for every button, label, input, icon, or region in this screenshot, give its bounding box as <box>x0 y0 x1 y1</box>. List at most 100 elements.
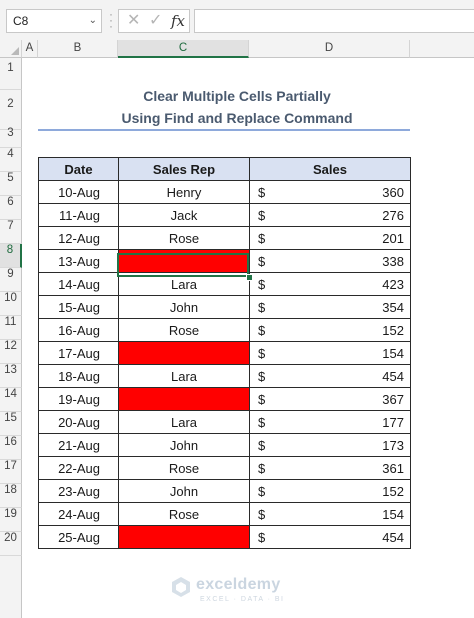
row-header-16[interactable]: 16 <box>0 436 22 460</box>
sales-cell[interactable]: $276 <box>249 203 411 227</box>
row-header-6[interactable]: 6 <box>0 196 22 220</box>
header-sales[interactable]: Sales <box>249 157 411 181</box>
sales-value: 154 <box>382 507 404 522</box>
sales-rep-cell[interactable]: Rose <box>118 226 250 250</box>
sales-value: 154 <box>382 346 404 361</box>
currency-symbol: $ <box>258 346 266 361</box>
cancel-icon[interactable]: ✕ <box>127 12 141 29</box>
sales-value: 152 <box>382 323 404 338</box>
date-cell[interactable]: 12-Aug <box>38 226 119 250</box>
sales-rep-cell[interactable]: Lara <box>118 410 250 434</box>
row-header-17[interactable]: 17 <box>0 460 22 484</box>
name-box-value: C8 <box>13 14 29 28</box>
sales-cell[interactable]: $201 <box>249 226 411 250</box>
date-cell[interactable]: 10-Aug <box>38 180 119 204</box>
enter-icon[interactable]: ✓ <box>149 12 163 29</box>
sales-value: 177 <box>382 415 404 430</box>
sales-rep-cell[interactable]: Rose <box>118 502 250 526</box>
row-header-19[interactable]: 19 <box>0 508 22 532</box>
sales-cell[interactable]: $454 <box>249 525 411 549</box>
date-cell[interactable]: 23-Aug <box>38 479 119 503</box>
cleared-sales-rep-cell[interactable] <box>118 341 250 365</box>
column-header-d[interactable]: D <box>249 40 410 58</box>
column-header-c[interactable]: C <box>118 40 249 58</box>
sales-rep-cell[interactable]: John <box>118 295 250 319</box>
table-row: 22-Aug Rose $361 <box>38 456 411 480</box>
sales-cell[interactable]: $177 <box>249 410 411 434</box>
name-box[interactable]: C8 ⌄ <box>6 9 102 33</box>
more-options-icon[interactable]: · · · <box>109 7 113 33</box>
currency-symbol: $ <box>258 185 266 200</box>
table-row: 24-Aug Rose $154 <box>38 502 411 526</box>
date-cell[interactable]: 13-Aug <box>38 249 119 273</box>
row-header-12[interactable]: 12 <box>0 340 22 364</box>
sales-rep-cell[interactable]: Lara <box>118 364 250 388</box>
currency-symbol: $ <box>258 208 266 223</box>
date-cell[interactable]: 25-Aug <box>38 525 119 549</box>
row-header-13[interactable]: 13 <box>0 364 22 388</box>
cleared-sales-rep-cell[interactable] <box>118 387 250 411</box>
row-header-14[interactable]: 14 <box>0 388 22 412</box>
chevron-down-icon[interactable]: ⌄ <box>88 15 97 26</box>
date-cell[interactable]: 22-Aug <box>38 456 119 480</box>
currency-symbol: $ <box>258 438 266 453</box>
sales-rep-cell[interactable]: John <box>118 479 250 503</box>
sales-rep-cell[interactable]: John <box>118 433 250 457</box>
table-row: 20-Aug Lara $177 <box>38 410 411 434</box>
row-header-9[interactable]: 9 <box>0 268 22 292</box>
sales-cell[interactable]: $338 <box>249 249 411 273</box>
sales-cell[interactable]: $152 <box>249 318 411 342</box>
date-cell[interactable]: 15-Aug <box>38 295 119 319</box>
sales-cell[interactable]: $367 <box>249 387 411 411</box>
column-header-b[interactable]: B <box>38 40 118 58</box>
row-header-8[interactable]: 8 <box>0 244 22 268</box>
row-header-4[interactable]: 4 <box>0 148 22 172</box>
header-sales-rep[interactable]: Sales Rep <box>118 157 250 181</box>
sales-cell[interactable]: $154 <box>249 502 411 526</box>
date-cell[interactable]: 16-Aug <box>38 318 119 342</box>
insert-function-icon[interactable]: fx <box>171 12 186 30</box>
sales-rep-cell[interactable]: Jack <box>118 203 250 227</box>
row-header-3[interactable]: 3 <box>0 127 22 148</box>
sales-cell[interactable]: $360 <box>249 180 411 204</box>
sales-rep-cell[interactable]: Rose <box>118 456 250 480</box>
row-header-5[interactable]: 5 <box>0 172 22 196</box>
sales-cell[interactable]: $454 <box>249 364 411 388</box>
row-header-10[interactable]: 10 <box>0 292 22 316</box>
sales-rep-cell[interactable]: Rose <box>118 318 250 342</box>
row-header-7[interactable]: 7 <box>0 220 22 244</box>
sales-value: 152 <box>382 484 404 499</box>
sales-cell[interactable]: $354 <box>249 295 411 319</box>
column-header-a[interactable]: A <box>22 40 38 58</box>
select-all-button[interactable] <box>0 40 22 58</box>
cleared-sales-rep-cell[interactable] <box>118 525 250 549</box>
formula-buttons: ✕ ✓ fx <box>118 9 190 33</box>
sales-value: 367 <box>382 392 404 407</box>
date-cell[interactable]: 21-Aug <box>38 433 119 457</box>
fill-handle[interactable] <box>246 274 253 281</box>
row-header-2[interactable]: 2 <box>0 90 22 130</box>
formula-input[interactable] <box>194 9 474 33</box>
sales-cell[interactable]: $361 <box>249 456 411 480</box>
row-header-18[interactable]: 18 <box>0 484 22 508</box>
sales-cell[interactable]: $423 <box>249 272 411 296</box>
date-cell[interactable]: 18-Aug <box>38 364 119 388</box>
row-header-15[interactable]: 15 <box>0 412 22 436</box>
sales-rep-cell[interactable]: Henry <box>118 180 250 204</box>
sales-cell[interactable]: $173 <box>249 433 411 457</box>
header-date[interactable]: Date <box>38 157 119 181</box>
row-header-20[interactable]: 20 <box>0 532 22 556</box>
sales-cell[interactable]: $154 <box>249 341 411 365</box>
date-cell[interactable]: 17-Aug <box>38 341 119 365</box>
row-header-11[interactable]: 11 <box>0 316 22 340</box>
sales-cell[interactable]: $152 <box>249 479 411 503</box>
date-cell[interactable]: 11-Aug <box>38 203 119 227</box>
date-cell[interactable]: 24-Aug <box>38 502 119 526</box>
row-header-1[interactable]: 1 <box>0 58 22 90</box>
date-cell[interactable]: 19-Aug <box>38 387 119 411</box>
active-cell-border <box>117 253 249 277</box>
date-cell[interactable]: 20-Aug <box>38 410 119 434</box>
sales-value: 338 <box>382 254 404 269</box>
date-cell[interactable]: 14-Aug <box>38 272 119 296</box>
sales-value: 454 <box>382 530 404 545</box>
